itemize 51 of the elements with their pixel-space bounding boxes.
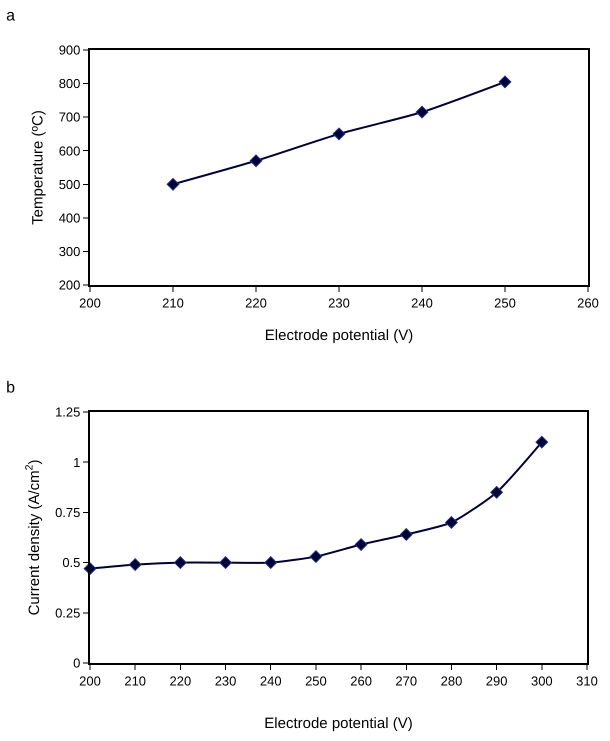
x-tick-label: 240 — [260, 674, 282, 689]
x-tick-label: 220 — [170, 674, 192, 689]
x-tick-label: 260 — [350, 674, 372, 689]
y-tick-label: 0 — [73, 656, 80, 671]
x-tick-label: 220 — [245, 296, 267, 311]
y-tick-label: 0.75 — [55, 504, 80, 520]
x-tick-label: 280 — [440, 674, 462, 689]
y-tick-label: 0.5 — [62, 555, 80, 570]
x-tick-label: 300 — [530, 674, 553, 689]
x-tick-label: 260 — [577, 296, 599, 311]
point — [354, 538, 368, 551]
y-tick-label: 0.25 — [55, 605, 80, 620]
point — [219, 556, 232, 569]
x-tick-label: 250 — [305, 674, 327, 689]
y-tick-label: 600 — [58, 143, 80, 158]
point — [264, 556, 278, 569]
x-tick-label: 250 — [494, 296, 516, 311]
x-axis-title: Electrode potential (V) — [264, 327, 414, 344]
point — [498, 76, 512, 88]
point — [535, 436, 548, 448]
x-tick-label: 230 — [328, 296, 350, 311]
point — [400, 528, 413, 541]
y-tick-label: 200 — [58, 278, 80, 293]
y-tick-label: 500 — [58, 176, 80, 192]
chart-title: b — [6, 379, 16, 396]
x-tick-label: 210 — [162, 296, 184, 311]
point — [445, 516, 458, 529]
x-tick-label: 210 — [124, 674, 146, 689]
y-tick-label: 300 — [58, 244, 80, 259]
y-axis-title: Temperature (ºC) — [29, 110, 46, 225]
point — [332, 128, 346, 140]
y-tick-label: 400 — [58, 210, 80, 226]
point — [490, 486, 503, 499]
x-tick-label: 310 — [576, 674, 598, 689]
point — [174, 556, 187, 569]
x-tick-label: 270 — [395, 674, 418, 689]
point — [416, 106, 428, 118]
y-tick-label: 1.25 — [55, 404, 80, 420]
x-tick-label: 290 — [486, 674, 508, 689]
point — [166, 178, 180, 191]
x-tick-label: 230 — [214, 674, 236, 689]
x-tick-label: 240 — [411, 296, 433, 311]
point — [310, 550, 322, 563]
y-tick-label: 700 — [58, 110, 80, 125]
y-tick-label: 1 — [73, 454, 80, 470]
y-tick-label: 800 — [58, 76, 80, 92]
point — [128, 558, 142, 571]
point — [250, 154, 262, 168]
x-axis-title: Electrode potential (V) — [264, 715, 413, 732]
y-tick-label: 900 — [58, 42, 80, 58]
chart-title: a — [6, 7, 16, 24]
